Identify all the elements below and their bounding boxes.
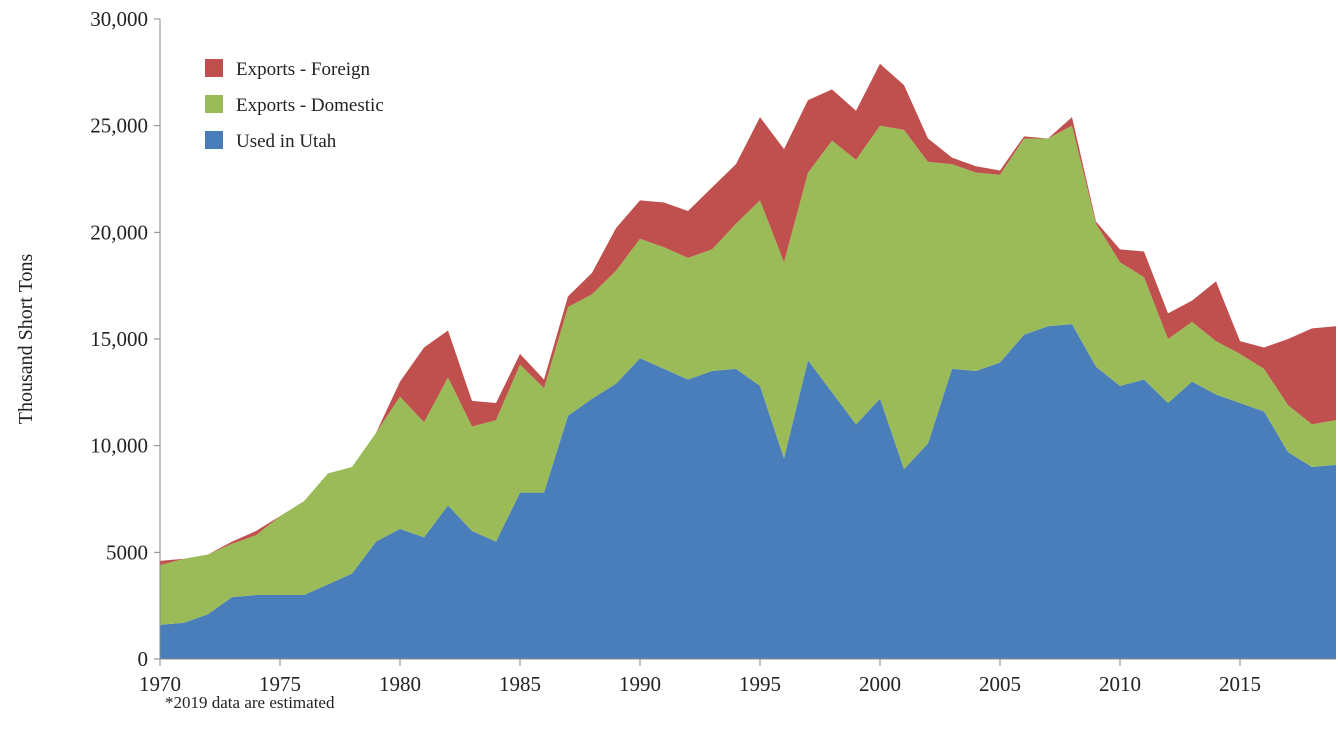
x-tick-label: 2000 — [859, 672, 901, 696]
area — [160, 125, 1336, 625]
legend-label: Exports - Domestic — [236, 95, 384, 116]
y-tick-label: 0 — [138, 647, 149, 671]
y-tick-label: 30,000 — [90, 7, 148, 31]
x-tick-label: 2010 — [1099, 672, 1141, 696]
y-tick-label: 25,000 — [90, 114, 148, 138]
area — [160, 324, 1336, 659]
legend-swatch — [205, 59, 223, 77]
y-tick-label: 20,000 — [90, 220, 148, 244]
x-tick-label: 2005 — [979, 672, 1021, 696]
area — [160, 63, 1336, 566]
y-tick-label: 10,000 — [90, 434, 148, 458]
x-tick-label: 2015 — [1219, 672, 1261, 696]
legend-label: Used in Utah — [236, 131, 337, 152]
x-tick-label: 1980 — [379, 672, 421, 696]
x-tick-label: 1985 — [499, 672, 541, 696]
legend-swatch — [205, 95, 223, 113]
annotation: *2019 data are estimated — [165, 693, 335, 712]
x-tick-label: 1970 — [139, 672, 181, 696]
y-axis-label: Thousand Short Tons — [15, 254, 37, 425]
x-tick-label: 1995 — [739, 672, 781, 696]
x-tick-label: 1975 — [259, 672, 301, 696]
y-tick-label: 15,000 — [90, 327, 148, 351]
x-tick-label: 1990 — [619, 672, 661, 696]
y-tick-label: 5000 — [106, 540, 148, 564]
legend-label: Exports - Foreign — [236, 59, 371, 80]
legend-swatch — [205, 131, 223, 149]
